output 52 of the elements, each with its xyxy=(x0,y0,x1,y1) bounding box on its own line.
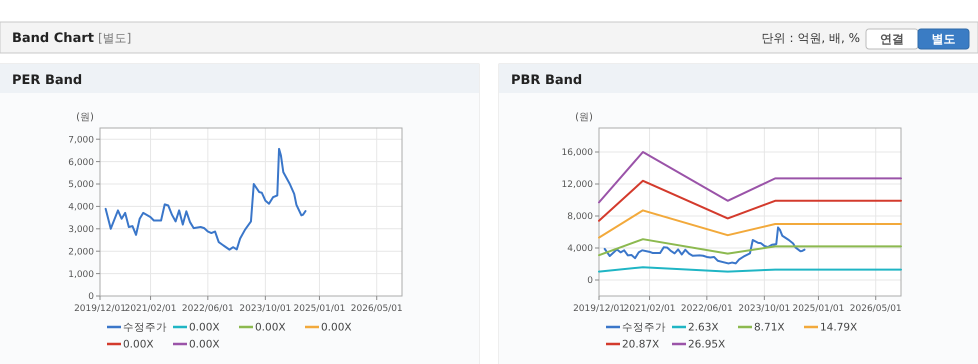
x-tick-label: 2022/06/01 xyxy=(182,304,234,314)
y-tick-label: 2,000 xyxy=(68,247,94,258)
legend-label: 0.00X xyxy=(189,322,220,334)
x-tick-label: 2021/02/01 xyxy=(124,304,176,314)
x-tick-label: 2023/10/01 xyxy=(738,304,790,314)
chart-title: PBR Band xyxy=(511,73,582,88)
line-series xyxy=(598,180,902,222)
y-tick-label: 12,000 xyxy=(562,180,594,190)
y-axis-title: (원) xyxy=(575,112,593,123)
legend-label: 0.00X xyxy=(189,338,220,351)
x-tick-label: 2019/12/01 xyxy=(573,304,625,314)
y-tick-label: 5,000 xyxy=(68,180,94,190)
line-series xyxy=(604,226,806,264)
x-tick-label: 2021/02/01 xyxy=(624,304,676,314)
line-series xyxy=(598,209,902,239)
legend-label: 수정주가 xyxy=(123,322,167,334)
text: [별도] xyxy=(98,31,132,45)
y-tick-label: 6,000 xyxy=(68,158,94,168)
y-tick-label: 4,000 xyxy=(567,244,594,254)
x-tick-label: 2026/05/01 xyxy=(850,304,902,314)
y-tick-label: 0 xyxy=(587,276,594,286)
x-tick-label: 2025/01/01 xyxy=(792,304,844,314)
y-tick-label: 1,000 xyxy=(68,270,94,280)
y-tick-label: 3,000 xyxy=(68,224,94,235)
y-tick-label: 7,000 xyxy=(68,135,94,146)
line-series xyxy=(598,238,902,256)
legend-label: 2.63X xyxy=(688,322,719,334)
text: 단위 : 억원, 배, % xyxy=(762,31,860,45)
legend-label: 26.95X xyxy=(688,338,726,351)
text: Band Chart xyxy=(12,31,94,46)
line-series xyxy=(598,151,902,204)
line-series xyxy=(104,148,307,251)
legend-label: 0.00X xyxy=(321,322,352,334)
x-tick-label: 2026/05/01 xyxy=(350,304,403,314)
x-tick-label: 2022/06/01 xyxy=(680,304,733,314)
y-tick-label: 16,000 xyxy=(562,148,594,158)
legend-label: 0.00X xyxy=(123,338,154,351)
toggle-button: 별도 xyxy=(918,28,970,50)
y-axis-title: (원) xyxy=(76,112,94,123)
chart-title: PER Band xyxy=(12,73,82,88)
x-tick-label: 2019/12/01 xyxy=(74,304,126,314)
y-tick-label: 0 xyxy=(88,292,94,302)
legend-label: 0.00X xyxy=(255,322,286,334)
y-tick-label: 8,000 xyxy=(567,212,594,222)
y-tick-label: 4,000 xyxy=(68,202,94,213)
legend-label: 14.79X xyxy=(820,322,858,334)
legend-label: 8.71X xyxy=(754,322,785,334)
legend-label: 수정주가 xyxy=(622,322,666,334)
x-tick-label: 2025/01/01 xyxy=(294,304,346,314)
toggle-button: 연결 xyxy=(866,28,918,50)
x-tick-label: 2023/10/01 xyxy=(239,304,292,314)
legend-label: 20.87X xyxy=(622,338,660,351)
